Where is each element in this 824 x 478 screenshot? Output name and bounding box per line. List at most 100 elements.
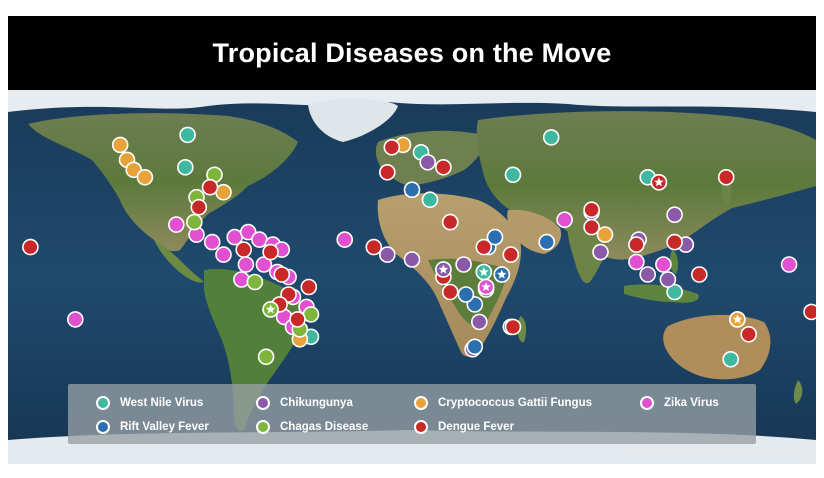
marker-chikungunya [378, 246, 396, 263]
star-icon [438, 264, 449, 274]
legend-item-dengue-fever: Dengue Fever [414, 417, 514, 437]
marker-cryptococcus [111, 136, 129, 154]
marker-dengue [666, 233, 683, 251]
marker-dengue [190, 198, 208, 216]
star-icon [732, 314, 743, 324]
legend-item-west-nile-virus: West Nile Virus [96, 393, 203, 413]
marker-chikungunya [419, 154, 437, 171]
marker-dengue [803, 303, 816, 321]
marker-cryptococcus [596, 226, 614, 243]
marker-chikungunya [666, 206, 683, 223]
footnote: *The exact point of origin of many disea… [620, 446, 804, 455]
legend-swatch [414, 420, 428, 434]
marker-dengue [262, 243, 279, 261]
marker-chikungunya [639, 266, 657, 283]
legend-swatch [96, 420, 110, 434]
marker-dengue [583, 201, 600, 218]
marker-cryptococcus [136, 169, 154, 186]
marker-chikungunya [455, 256, 472, 273]
greenland [308, 98, 398, 142]
marker-chikungunya [592, 243, 609, 261]
marker-dengue [289, 311, 306, 328]
marker-dengue [502, 246, 520, 263]
slide-frame: Tropical Diseases on the Move [8, 16, 816, 464]
marker-dengue [378, 164, 396, 181]
marker-rift-valley [466, 338, 484, 356]
marker-zika [237, 256, 255, 273]
marker-dengue [383, 138, 401, 156]
marker-dengue [475, 238, 493, 256]
marker-chikungunya [470, 313, 488, 331]
legend-swatch [96, 396, 110, 410]
marker-zika [239, 223, 257, 241]
marker-rift-valley [457, 286, 475, 303]
marker-zika [628, 253, 645, 271]
star-icon [654, 177, 664, 187]
marker-zika [780, 256, 798, 273]
marker-zika [67, 311, 84, 328]
marker-west-nile [666, 283, 683, 301]
marker-zika [215, 246, 232, 263]
marker-chagas [246, 273, 264, 291]
marker-chikungunya [403, 251, 421, 268]
legend-item-rift-valley-fever: Rift Valley Fever [96, 417, 209, 437]
marker-zika [233, 271, 250, 288]
legend-label: Dengue Fever [438, 421, 515, 433]
marker-dengue [273, 266, 291, 283]
marker-dengue [441, 283, 459, 301]
marker-dengue [435, 159, 452, 176]
arctic-ice [8, 90, 816, 112]
marker-zika [336, 231, 354, 248]
marker-west-nile [179, 126, 196, 144]
legend-swatch [414, 396, 428, 410]
legend-item-zika-virus: Zika Virus [640, 393, 719, 413]
marker-west-nile [542, 129, 560, 146]
marker-dengue [365, 238, 383, 256]
marker-west-nile [421, 191, 439, 208]
marker-zika [168, 216, 185, 233]
legend-label: Chagas Disease [280, 421, 369, 433]
marker-dengue [583, 218, 600, 236]
legend-swatch [640, 396, 654, 410]
marker-dengue [740, 326, 758, 343]
marker-chagas [186, 213, 203, 231]
marker-west-nile [177, 159, 194, 176]
marker-rift-valley [403, 181, 421, 198]
marker-zika [556, 211, 573, 228]
legend-label: Cryptococcus Gattii Fungus [438, 397, 592, 409]
marker-west-nile [722, 350, 740, 368]
star-icon [265, 304, 276, 314]
legend-label: Chikungunya [280, 397, 353, 409]
marker-rift-valley [486, 228, 504, 246]
star-icon [497, 269, 507, 279]
origin-stars [262, 174, 746, 328]
star-icon [481, 282, 491, 291]
legend-swatch [256, 396, 270, 410]
legend-item-cryptococcus-gattii-fungus: Cryptococcus Gattii Fungus [414, 393, 592, 413]
legend-label: Zika Virus [664, 397, 719, 409]
marker-dengue [235, 241, 252, 258]
marker-dengue [201, 178, 219, 196]
marker-cryptococcus [125, 161, 142, 179]
legend-item-chikungunya: Chikungunya [256, 393, 353, 413]
philippines [669, 250, 679, 274]
marker-dengue [441, 213, 459, 231]
legend-label: West Nile Virus [120, 397, 204, 409]
new-zealand [793, 380, 803, 404]
marker-dengue [717, 169, 735, 186]
marker-zika [255, 256, 273, 273]
marker-zika [203, 233, 221, 251]
marker-west-nile [504, 166, 522, 184]
marker-dengue [690, 266, 708, 283]
north-america [28, 113, 298, 252]
legend-swatch [256, 420, 270, 434]
marker-dengue [504, 318, 522, 336]
star-icon [479, 267, 489, 277]
marker-dengue [300, 278, 318, 296]
legend-item-chagas-disease: Chagas Disease [256, 417, 368, 437]
marker-dengue [22, 238, 39, 256]
page-title: Tropical Diseases on the Move [8, 16, 816, 90]
marker-chikungunya [659, 271, 677, 288]
marker-chagas [257, 348, 275, 366]
central-america [154, 240, 204, 283]
